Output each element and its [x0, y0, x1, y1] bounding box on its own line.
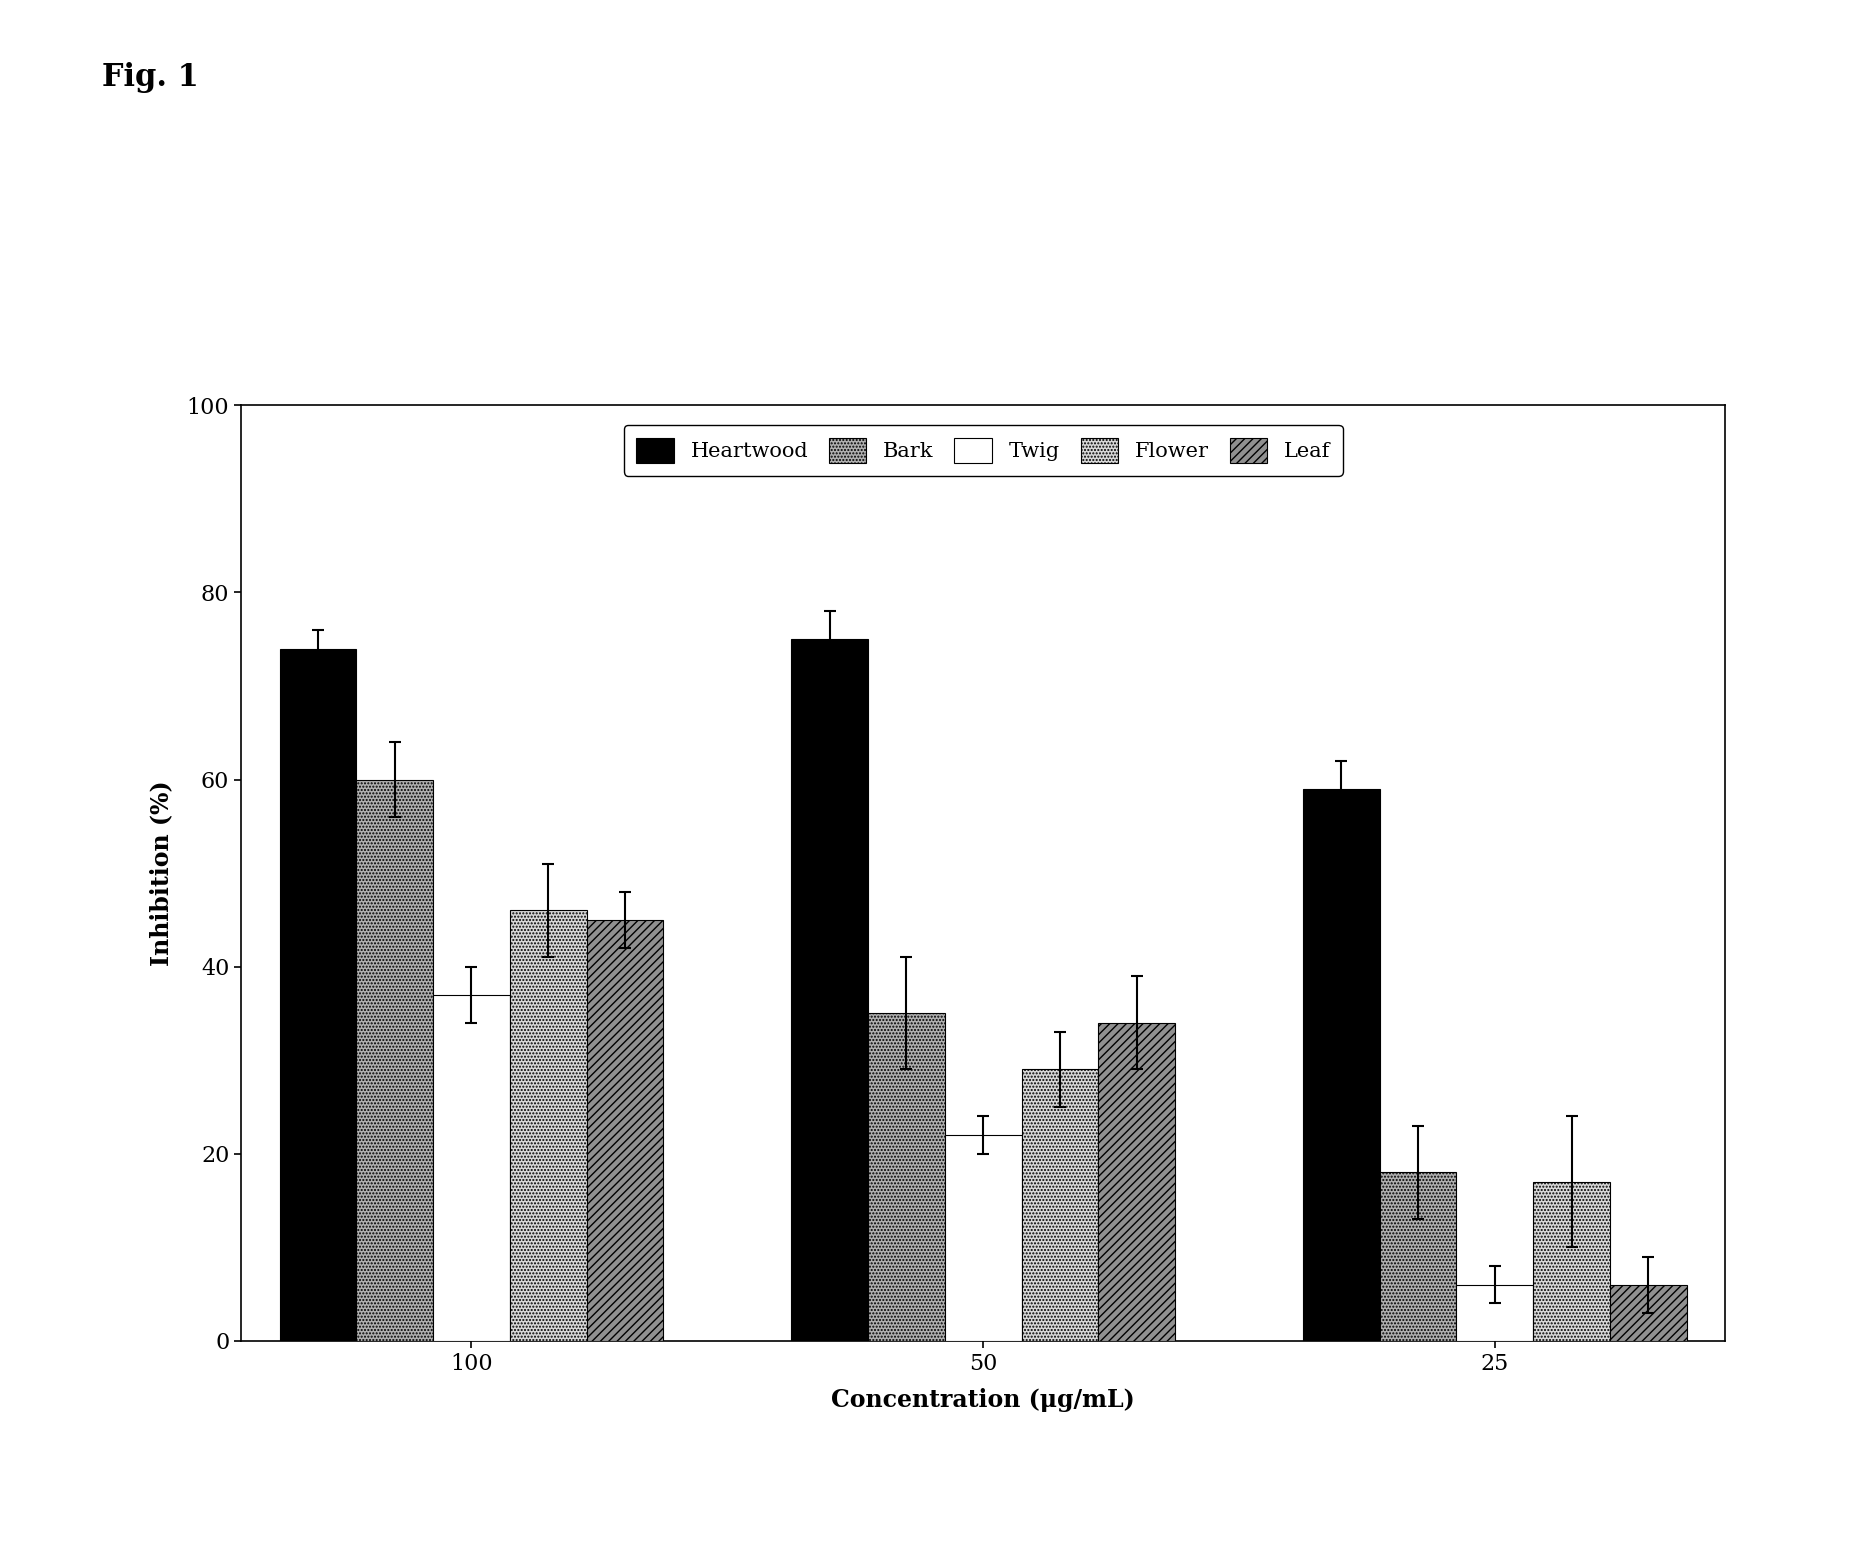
- Bar: [1098, 1023, 1174, 1341]
- Bar: [280, 649, 356, 1341]
- X-axis label: Concentration (μg/mL): Concentration (μg/mL): [831, 1389, 1135, 1412]
- Bar: [1456, 1285, 1534, 1341]
- Bar: [792, 639, 868, 1341]
- Bar: [1022, 1069, 1098, 1341]
- Bar: [356, 780, 432, 1341]
- Legend: Heartwood, Bark, Twig, Flower, Leaf: Heartwood, Bark, Twig, Flower, Leaf: [623, 426, 1343, 475]
- Bar: [868, 1013, 944, 1341]
- Bar: [1302, 789, 1380, 1341]
- Bar: [510, 910, 586, 1341]
- Bar: [1610, 1285, 1686, 1341]
- Bar: [586, 920, 664, 1341]
- Bar: [1380, 1172, 1456, 1341]
- Text: Fig. 1: Fig. 1: [102, 62, 198, 94]
- Bar: [1534, 1182, 1610, 1341]
- Bar: [432, 995, 510, 1341]
- Bar: [944, 1135, 1022, 1341]
- Y-axis label: Inhibition (%): Inhibition (%): [148, 780, 173, 967]
